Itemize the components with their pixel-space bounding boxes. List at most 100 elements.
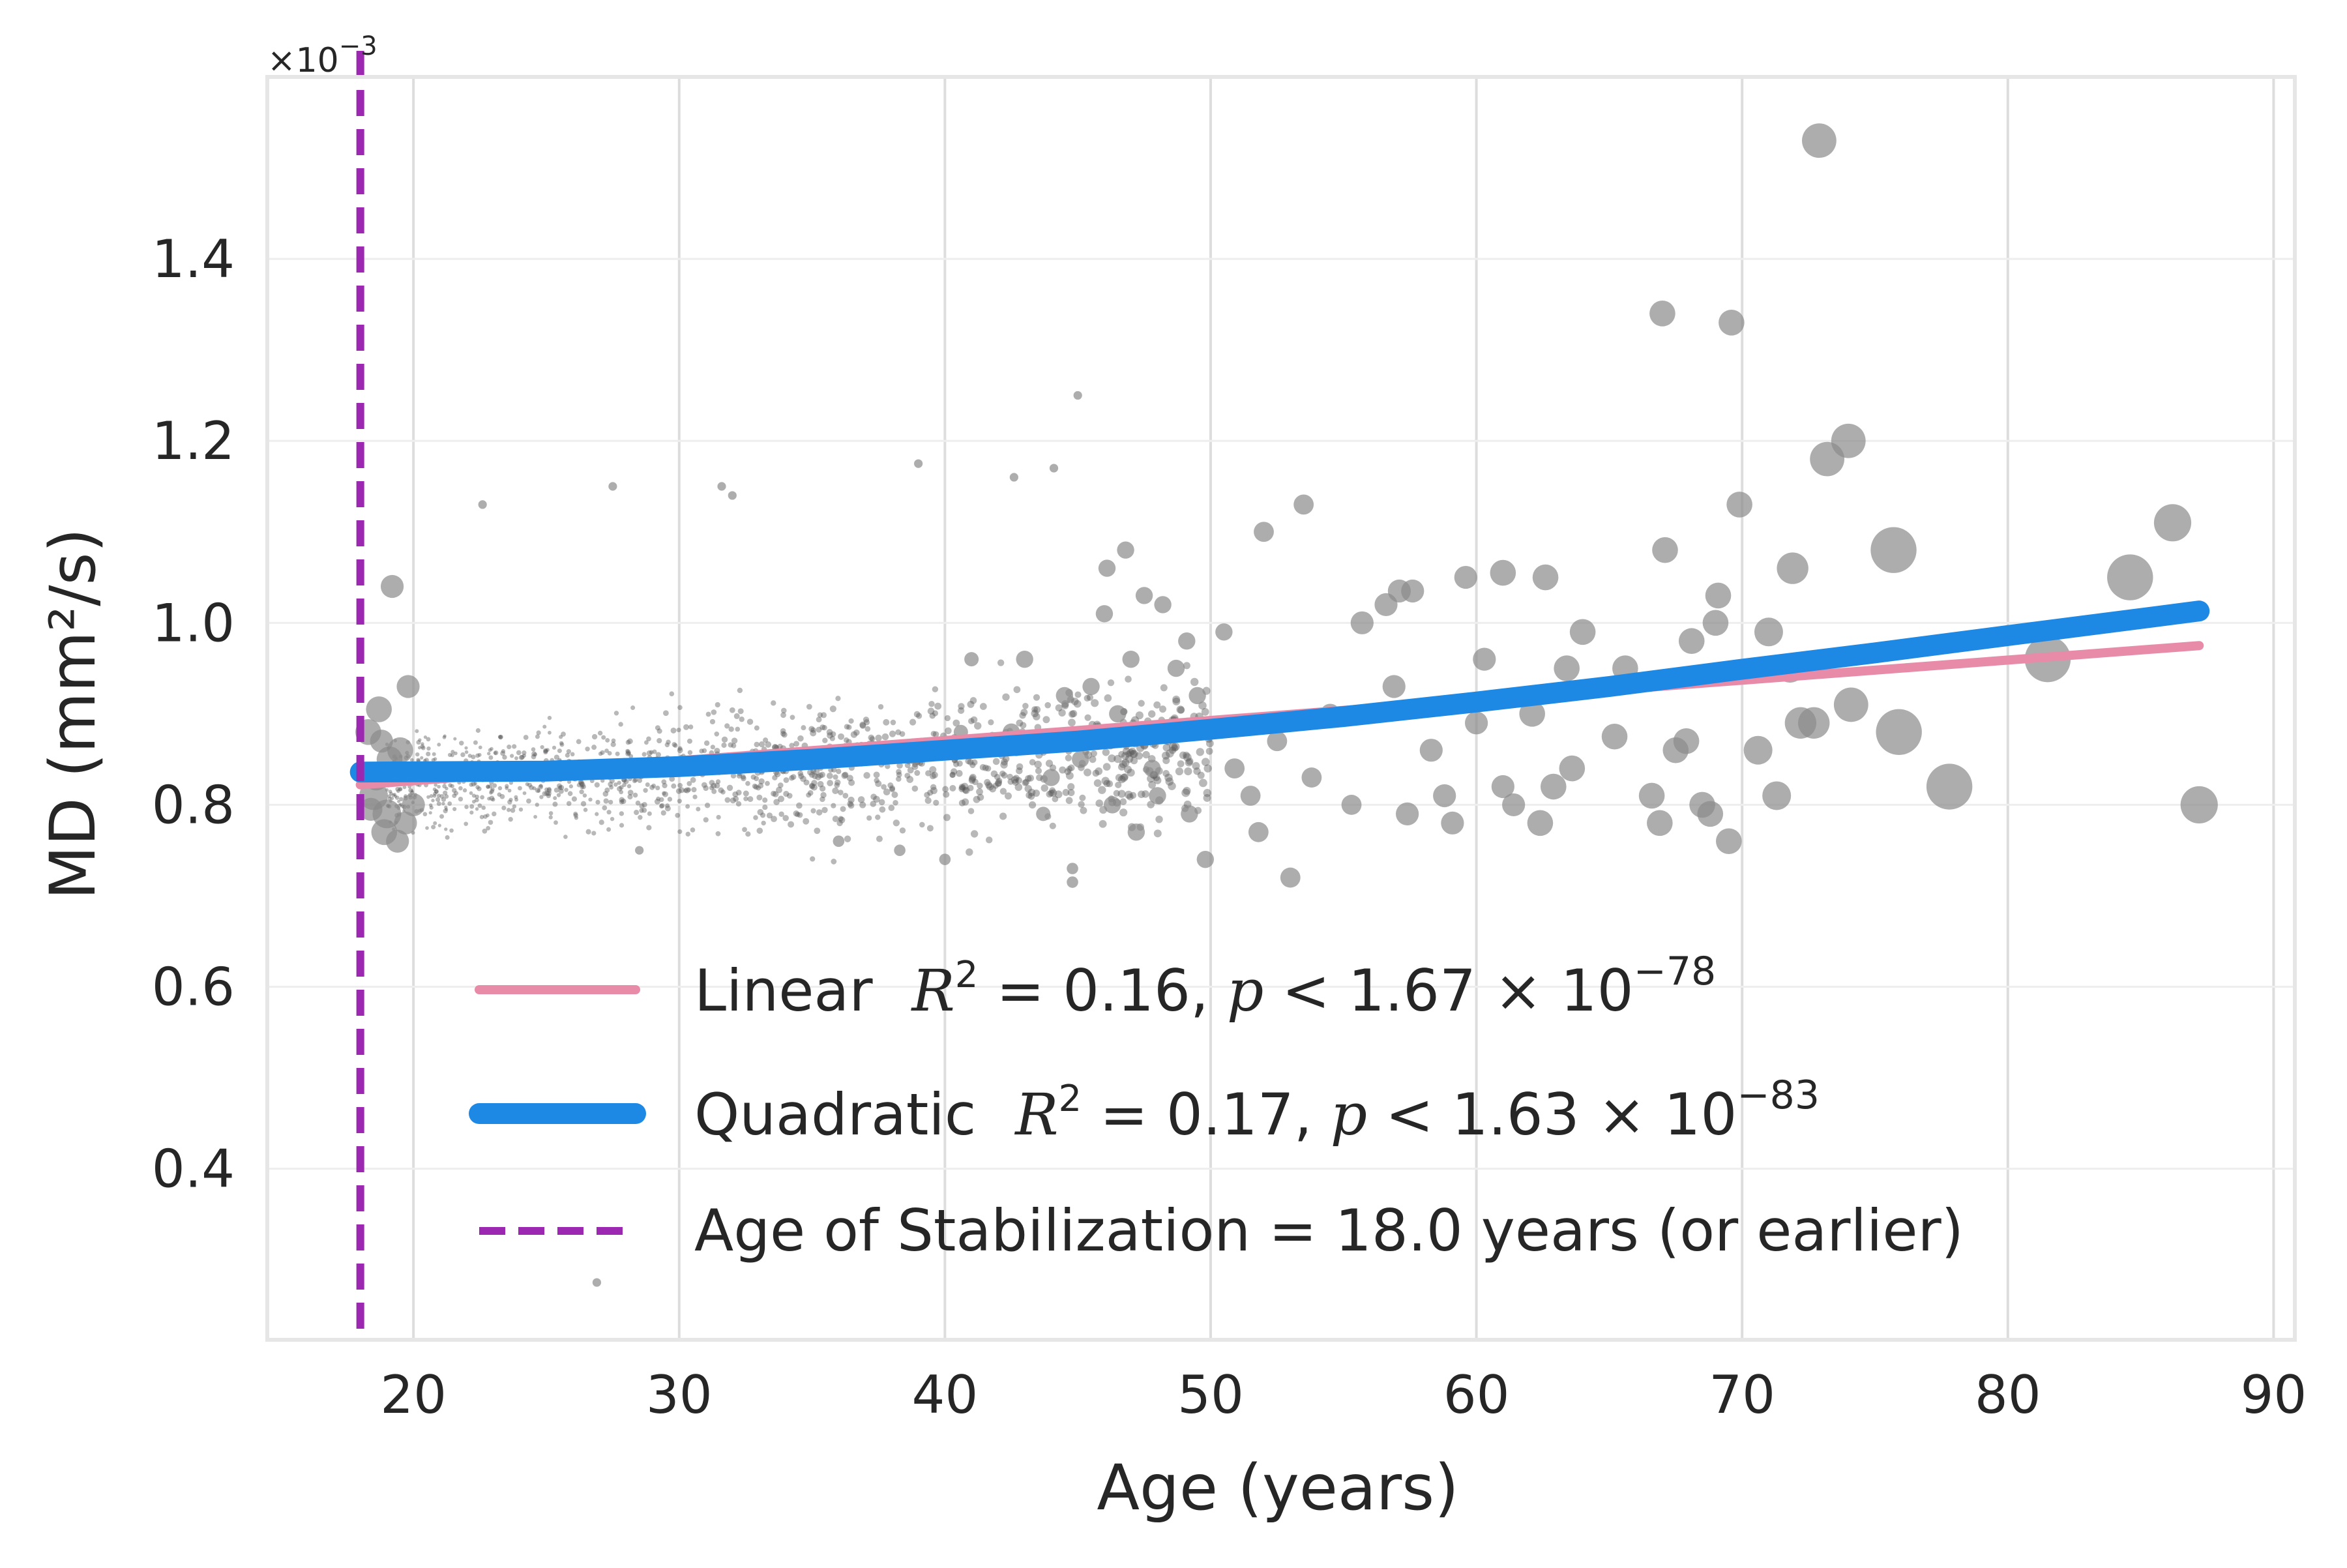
scatter-point — [1065, 754, 1072, 762]
scatter-point — [729, 707, 735, 713]
scatter-point — [1454, 565, 1477, 589]
scatter-point — [778, 811, 784, 817]
scatter-point — [834, 782, 840, 788]
scatter-point — [421, 742, 424, 746]
scatter-point — [836, 769, 842, 775]
scatter-point — [514, 756, 519, 761]
scatter-point — [1153, 777, 1162, 784]
scatter-point — [423, 735, 428, 739]
scatter-point — [831, 803, 836, 808]
scatter-point — [1129, 750, 1138, 758]
scatter-point — [598, 820, 604, 825]
scatter-point — [1119, 773, 1129, 782]
scatter-point — [1203, 764, 1212, 773]
scatter-point — [1801, 123, 1837, 158]
scatter-point — [436, 793, 441, 798]
scatter-point — [1036, 806, 1051, 821]
scatter-point — [1095, 799, 1104, 807]
scatter-point — [1122, 650, 1140, 668]
scatter-point — [970, 716, 978, 724]
scatter-point — [409, 758, 414, 762]
scatter-point — [564, 788, 568, 792]
scatter-point — [1301, 767, 1322, 788]
scatter-point — [522, 791, 527, 795]
scatter-point — [652, 749, 657, 754]
scatter-point — [924, 797, 932, 804]
scatter-point — [809, 772, 815, 778]
scatter-point — [442, 735, 447, 739]
scatter-point — [796, 802, 803, 809]
scatter-point — [890, 719, 896, 726]
scatter-point — [591, 745, 597, 750]
scatter-point — [956, 760, 963, 767]
scatter-point — [967, 718, 975, 724]
scatter-point — [1067, 876, 1078, 888]
scatter-point — [1026, 791, 1033, 799]
scatter-point — [443, 808, 448, 814]
scatter-point — [561, 732, 566, 737]
scatter-point — [817, 780, 824, 788]
scatter-point — [408, 788, 413, 793]
scatter-point — [703, 785, 709, 791]
scatter-point — [883, 788, 891, 796]
scatter-point — [488, 784, 493, 789]
scatter-point — [1188, 687, 1206, 705]
scatter-point — [873, 795, 880, 803]
scatter-point — [464, 746, 468, 750]
scatter-point — [709, 780, 715, 786]
scatter-point — [1148, 781, 1156, 789]
scatter-point — [1926, 763, 1973, 810]
scatter-point — [893, 820, 900, 827]
scatter-point — [801, 725, 806, 731]
scatter-point — [710, 745, 715, 750]
scatter-point — [546, 788, 552, 793]
scatter-point — [715, 779, 721, 784]
scatter-point — [1117, 775, 1126, 784]
scatter-point — [772, 791, 779, 797]
scatter-point — [543, 749, 548, 755]
scatter-point — [829, 705, 836, 713]
scatter-point — [772, 744, 778, 750]
scatter-point — [464, 821, 468, 826]
scatter-point — [977, 793, 984, 801]
scatter-point — [576, 739, 582, 745]
scatter-point — [895, 729, 902, 735]
scatter-point — [625, 739, 631, 745]
scatter-point — [486, 785, 490, 789]
scatter-point — [481, 805, 486, 810]
scatter-point — [683, 788, 688, 793]
scatter-point — [591, 831, 597, 836]
scatter-point — [826, 729, 833, 735]
scatter-point — [453, 737, 457, 741]
x-tick-label: 80 — [1975, 1365, 2041, 1425]
scatter-point — [486, 784, 490, 789]
scatter-point — [982, 764, 989, 771]
scatter-point — [1119, 808, 1128, 817]
scatter-point — [566, 801, 572, 806]
scatter-point — [958, 784, 966, 791]
scatter-point — [619, 811, 625, 816]
scatter-point — [873, 771, 880, 778]
scatter-point — [667, 797, 673, 802]
scatter-point — [398, 786, 403, 791]
scatter-point — [460, 752, 465, 758]
x-tick-label: 50 — [1177, 1365, 1244, 1425]
scatter-point — [512, 744, 517, 749]
legend: Linear R2 = 0.16, p < 1.67 × 10−78 Quadra… — [469, 949, 1964, 1264]
scatter-point — [493, 751, 497, 755]
scatter-point — [1743, 735, 1773, 765]
scatter-point — [581, 784, 586, 790]
scatter-point — [556, 783, 562, 789]
scatter-point — [1090, 750, 1097, 757]
scatter-point — [439, 814, 445, 819]
scatter-point — [469, 810, 474, 815]
scatter-point — [1058, 709, 1066, 717]
scatter-point — [1025, 775, 1032, 782]
scatter-point — [1086, 694, 1094, 701]
scatter-point — [969, 762, 976, 769]
scatter-point — [520, 754, 525, 760]
scatter-point — [949, 771, 956, 778]
scatter-point — [647, 811, 652, 816]
scatter-point — [742, 827, 747, 833]
scatter-point — [1401, 579, 1424, 603]
